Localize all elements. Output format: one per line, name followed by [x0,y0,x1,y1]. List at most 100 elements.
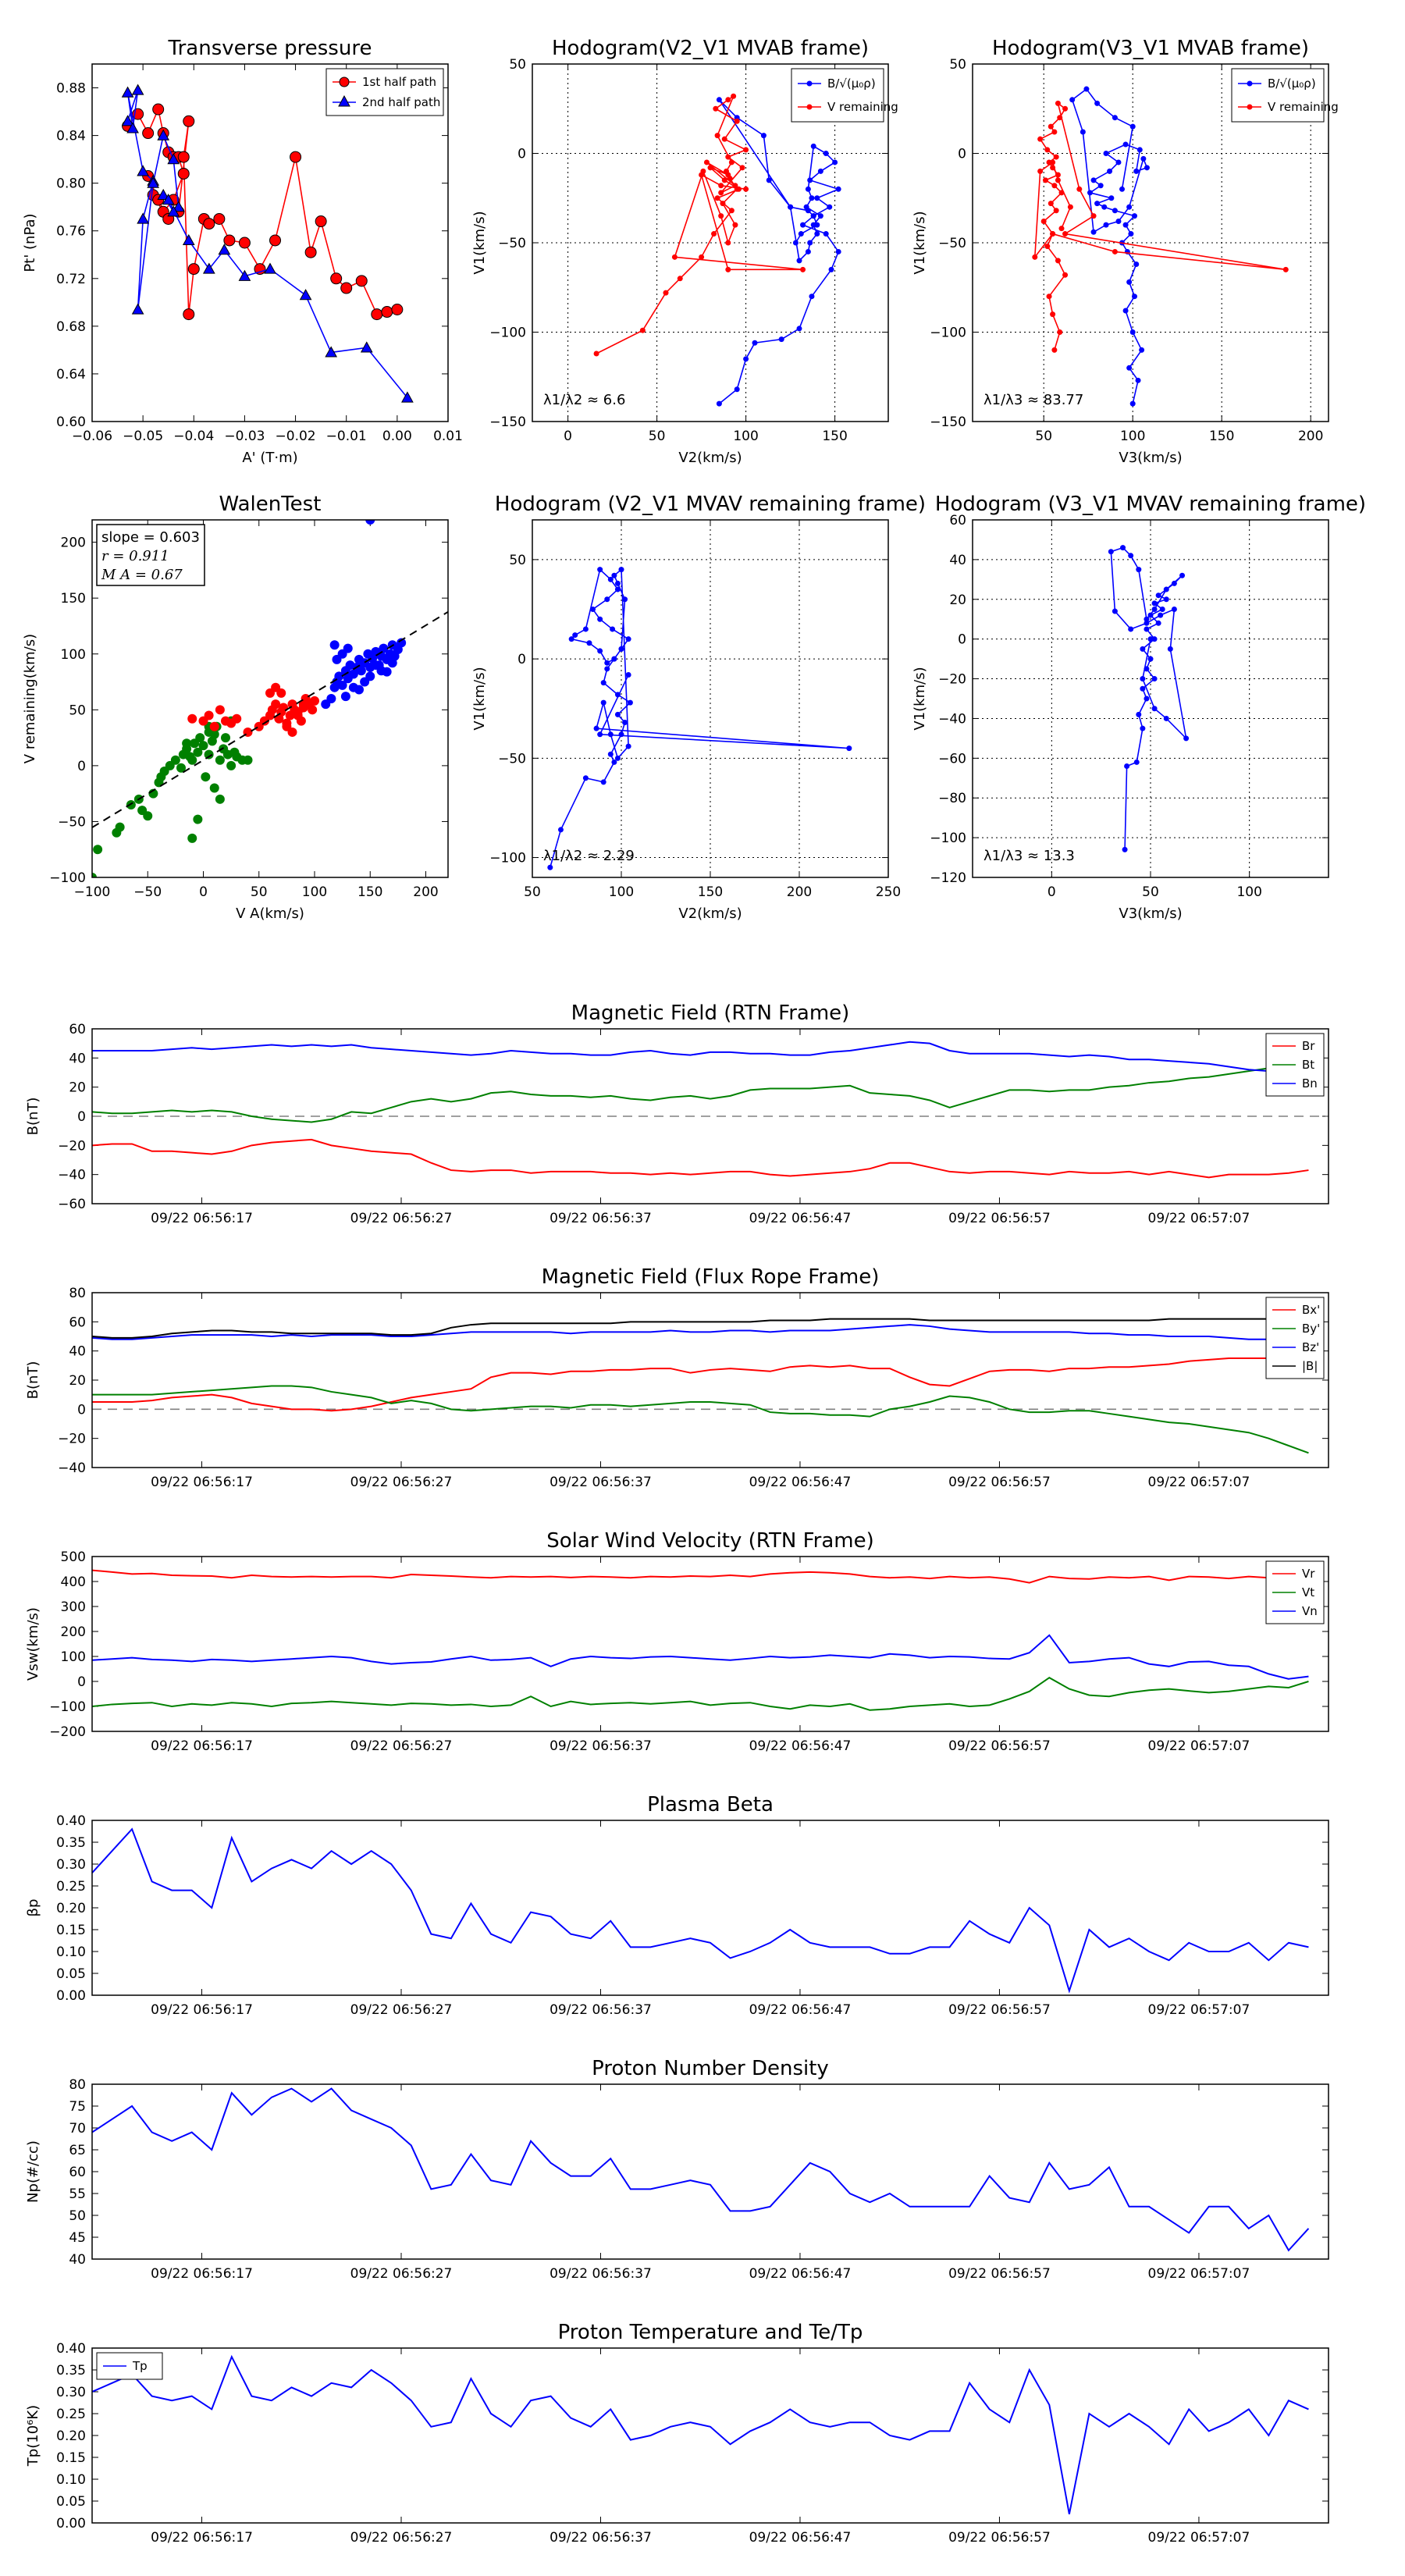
data-point [365,671,375,681]
panel-pt: Transverse pressure−0.06 −0.05 −0.04 −0.03−… [22,37,463,466]
data-point [1282,266,1289,272]
series-line-Np [92,2087,1310,2252]
data-point [814,195,820,201]
data-point [1122,308,1129,314]
x-tick-label: 09/22 06:56:37 [550,2002,652,2018]
y-tick-label: 20 [69,1373,86,1389]
x-tick-label: 100 [302,884,327,900]
series-line-Bt [92,1062,1309,1123]
y-tick-label: 60 [69,1022,86,1037]
x-axis-label: A' (T·m) [242,450,297,466]
data-point [714,133,720,139]
y-tick-label: −20 [58,1138,86,1154]
data-point [614,580,621,586]
y-tick-label: −40 [58,1461,86,1476]
data-point [371,308,383,321]
data-point [201,772,211,782]
data-point [1140,676,1146,682]
stats-line: M A = 0.67 [101,567,183,583]
data-point [137,212,149,224]
x-tick-label: 150 [698,884,723,900]
data-point [611,656,617,662]
data-point [1139,347,1145,353]
y-tick-label: 0.76 [56,224,86,240]
data-point [703,159,710,165]
y-tick-label: 0.80 [56,176,86,192]
data-point [732,222,738,228]
data-point [1144,165,1150,171]
data-point [1058,190,1065,196]
chart-title: Proton Temperature and Te/Tp [558,2321,863,2344]
plot-frame [91,1556,1329,1732]
legend-box [1265,1297,1325,1379]
data-point [718,213,724,219]
y-tick-label: −50 [498,751,526,767]
data-point [1037,136,1044,142]
legend-label: Bn [1302,1076,1318,1091]
data-point [209,729,219,739]
data-point [1151,600,1158,607]
data-point [1122,141,1129,148]
chart-title: Magnetic Field (RTN Frame) [571,1002,850,1025]
data-point [1126,365,1133,371]
data-point [340,692,350,702]
data-point [170,755,180,765]
series-1 [1032,100,1289,353]
data-point [1112,248,1118,254]
data-point [1046,294,1052,300]
data-point [827,204,833,210]
data-point [1090,177,1097,183]
x-tick-label: 09/22 06:56:17 [151,2266,253,2282]
data-point [724,168,730,174]
data-point [725,97,731,103]
data-point [1040,219,1047,225]
x-tick-label: −0.05 [123,429,163,444]
data-point [547,864,553,870]
x-tick-label: 09/22 06:56:37 [550,2266,652,2282]
chart-title: Plasma Beta [647,1793,774,1816]
data-point [725,154,731,160]
x-tick-label: −0.04 [173,429,214,444]
data-point [604,660,610,666]
data-point [193,814,203,824]
data-point [721,136,727,142]
y-tick-label: 0.30 [56,1857,86,1873]
y-tick-label: 50 [509,57,526,73]
data-point [823,231,829,237]
data-point [817,168,823,174]
y-tick-label: 0.68 [56,319,86,335]
data-point [1042,177,1048,183]
data-point [600,779,606,785]
data-point [167,205,180,217]
legend-marker [338,94,350,107]
data-point [663,290,669,296]
legend-label: 1st half path [362,75,436,89]
x-tick-label: 09/22 06:57:07 [1148,1211,1250,1226]
data-point [157,129,170,141]
data-point [382,667,392,677]
y-tick-label: −40 [58,1168,86,1183]
data-point [1140,725,1146,731]
y-tick-label: 0.05 [56,1966,86,1982]
y-tick-label: 100 [61,1649,86,1665]
y-tick-label: 40 [69,1051,86,1066]
x-tick-label: 0.01 [433,429,463,444]
data-point [126,122,139,133]
data-point [187,833,197,843]
data-point [727,176,733,182]
y-axis-label: Vsw(km/s) [25,1607,41,1681]
legend: Tp [96,2352,163,2380]
series-0 [1069,86,1150,407]
x-tick-label: 09/22 06:56:37 [550,1211,652,1226]
data-point [157,188,170,201]
data-point [315,215,327,228]
x-tick-label: 0 [564,429,572,444]
y-tick-label: −100 [489,326,526,341]
y-tick-label: −50 [58,814,86,830]
data-point [1069,97,1076,103]
x-tick-label: 09/22 06:56:17 [151,1475,253,1490]
data-point [725,266,731,272]
y-axis-label: βp [25,1899,41,1917]
x-tick-label: 50 [1035,429,1052,444]
y-tick-label: 100 [61,647,86,663]
